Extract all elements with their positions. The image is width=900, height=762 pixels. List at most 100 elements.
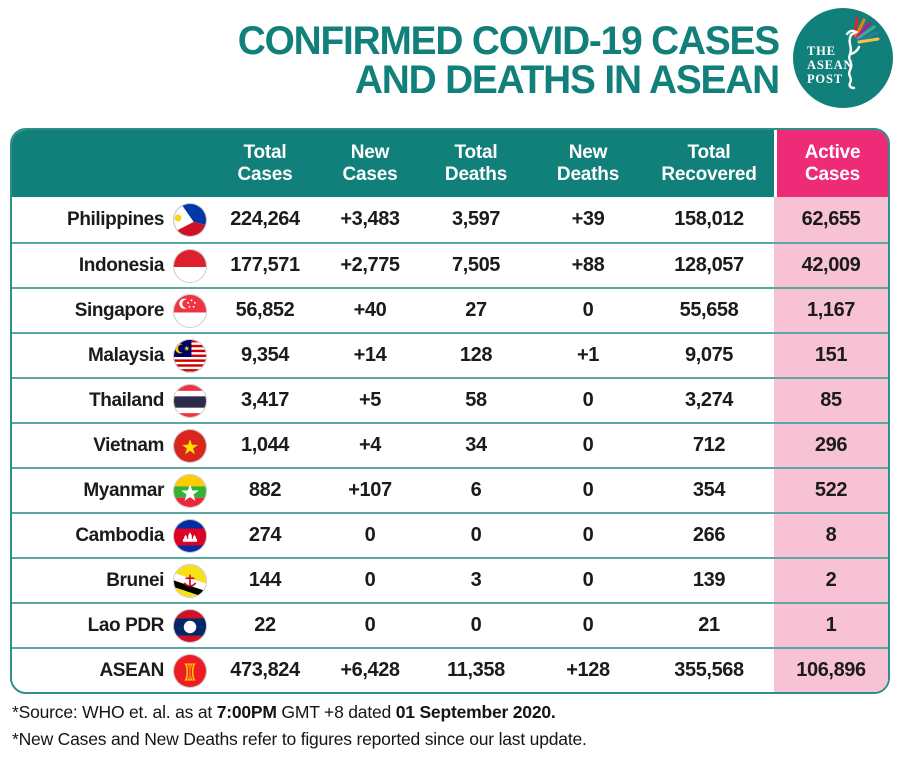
new-deaths-value: 0: [582, 389, 594, 411]
update-note: *New Cases and New Deaths refer to figur…: [12, 729, 587, 749]
table-body: Philippines 224,264 +3,483 3,597 +39 158…: [12, 197, 888, 692]
country-name: Philippines: [67, 208, 164, 230]
active-cases-value: 296: [774, 424, 888, 467]
new-deaths-value: 0: [582, 434, 594, 456]
active-cases-value: 522: [774, 469, 888, 512]
table-row: Singapore 56,852 +40 27 0 55,658 1,167: [12, 287, 888, 332]
flag-philippines-icon: [173, 202, 207, 237]
total-cases-value: 22: [254, 614, 276, 636]
country-cell: Indonesia: [12, 244, 210, 287]
country-cell: Cambodia: [12, 514, 210, 557]
country-cell: Malaysia: [12, 334, 210, 377]
total-recovered-value: 139: [692, 569, 726, 591]
total-recovered-value: 55,658: [679, 299, 739, 321]
new-deaths-value: +1: [576, 344, 599, 366]
flag-cambodia-icon: [173, 518, 207, 553]
table-row: Thailand 3,417 +5 58 0 3,274 85: [12, 377, 888, 422]
col-header-new-cases: New Cases: [342, 141, 398, 185]
active-cases-value: 62,655: [774, 197, 888, 242]
new-deaths-value: 0: [582, 299, 594, 321]
total-recovered-value: 354: [692, 479, 726, 501]
total-cases-value: 882: [248, 479, 282, 501]
country-name: ASEAN: [99, 659, 164, 681]
asean-post-logo: THE ASEAN POST: [793, 8, 893, 108]
new-deaths-value: 0: [582, 524, 594, 546]
new-cases-value: +40: [353, 299, 387, 321]
page-title-line2: AND DEATHS IN ASEAN: [354, 58, 780, 102]
table-row: Indonesia 177,571 +2,775 7,505 +88 128,0…: [12, 242, 888, 287]
total-cases-value: 274: [248, 524, 282, 546]
total-cases-value: 56,852: [235, 299, 295, 321]
total-deaths-value: 34: [465, 434, 487, 456]
flag-indonesia-icon: [173, 248, 207, 283]
logo-text-asean: ASEAN: [807, 58, 853, 72]
table-header-row: Total Cases New Cases Total Deaths New D…: [12, 130, 888, 197]
country-cell: Myanmar: [12, 469, 210, 512]
source-note-time: 7:00PM: [216, 702, 277, 722]
total-cases-value: 1,044: [240, 434, 290, 456]
total-cases-value: 9,354: [240, 344, 290, 366]
total-cases-value: 177,571: [230, 254, 300, 276]
country-name: Vietnam: [93, 434, 164, 456]
source-note-date: 01 September 2020.: [395, 702, 556, 722]
active-cases-value: 151: [774, 334, 888, 377]
total-deaths-value: 11,358: [447, 659, 505, 681]
country-cell: Vietnam: [12, 424, 210, 467]
logo-text-post: POST: [807, 72, 843, 86]
table-row: ASEAN 473,824 +6,428 11,358 +128 355,568…: [12, 647, 888, 692]
total-recovered-value: 712: [692, 434, 726, 456]
country-cell: ASEAN: [12, 649, 210, 692]
source-note: *Source: WHO et. al. as at 7:00PM GMT +8…: [12, 699, 587, 726]
total-recovered-value: 128,057: [674, 254, 744, 276]
flag-malaysia-icon: [173, 338, 207, 373]
country-cell: Thailand: [12, 379, 210, 422]
flag-myanmar-icon: [173, 473, 207, 508]
asean-post-logo-icon: THE ASEAN POST: [793, 8, 893, 108]
total-recovered-value: 9,075: [684, 344, 734, 366]
flag-brunei-icon: [173, 563, 207, 598]
new-cases-value: +2,775: [340, 254, 400, 276]
page-title: CONFIRMED COVID-19 CASES AND DEATHS IN A…: [23, 19, 780, 102]
page-title-line1: CONFIRMED COVID-19 CASES: [237, 19, 780, 63]
active-cases-value: 106,896: [774, 649, 888, 692]
col-header-active-cases: Active Cases: [774, 130, 888, 197]
total-deaths-value: 3,597: [451, 208, 501, 230]
flag-thailand-icon: [173, 383, 207, 418]
total-deaths-value: 27: [465, 299, 487, 321]
total-deaths-value: 6: [470, 479, 482, 501]
country-name: Cambodia: [75, 524, 164, 546]
new-cases-value: +107: [348, 479, 392, 501]
table-row: Myanmar 882 +107 6 0 354 522: [12, 467, 888, 512]
col-header-total-cases: Total Cases: [237, 141, 293, 185]
total-cases-value: 473,824: [230, 659, 300, 681]
total-recovered-value: 3,274: [684, 389, 734, 411]
new-cases-value: +6,428: [340, 659, 400, 681]
table-row: Malaysia 9,354 +14 128 +1 9,075 151: [12, 332, 888, 377]
new-deaths-value: 0: [582, 569, 594, 591]
col-header-country: [12, 130, 210, 197]
country-name: Indonesia: [78, 254, 164, 276]
new-cases-value: 0: [364, 569, 376, 591]
new-deaths-value: 0: [582, 614, 594, 636]
col-header-new-deaths: New Deaths: [556, 141, 620, 185]
total-recovered-value: 355,568: [674, 659, 744, 681]
total-deaths-value: 7,505: [451, 254, 501, 276]
active-cases-value: 2: [774, 559, 888, 602]
country-cell: Singapore: [12, 289, 210, 332]
active-cases-value: 1: [774, 604, 888, 647]
new-cases-value: 0: [364, 524, 376, 546]
country-name: Singapore: [74, 299, 165, 321]
new-deaths-value: +128: [566, 659, 610, 681]
total-deaths-value: 3: [470, 569, 482, 591]
active-cases-value: 1,167: [774, 289, 888, 332]
total-deaths-value: 0: [470, 614, 482, 636]
total-recovered-value: 158,012: [674, 208, 744, 230]
flag-laos-icon: [173, 608, 207, 643]
new-deaths-value: +39: [571, 208, 605, 230]
country-name: Brunei: [106, 569, 164, 591]
country-name: Lao PDR: [87, 614, 165, 636]
new-cases-value: +14: [353, 344, 387, 366]
total-deaths-value: 0: [470, 524, 482, 546]
country-name: Malaysia: [87, 344, 164, 366]
table-row: Lao PDR 22 0 0 0 21 1: [12, 602, 888, 647]
